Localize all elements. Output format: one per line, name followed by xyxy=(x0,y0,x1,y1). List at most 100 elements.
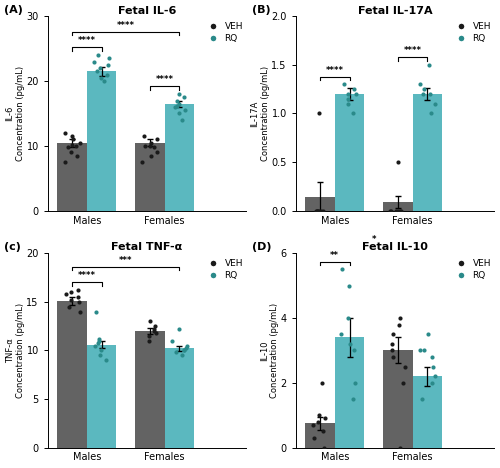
Text: (D): (D) xyxy=(252,241,272,252)
Point xyxy=(67,149,75,156)
Point xyxy=(145,337,153,344)
Point xyxy=(314,207,322,214)
Bar xyxy=(334,337,364,447)
Point xyxy=(317,207,325,214)
Point xyxy=(98,347,106,354)
Text: ****: **** xyxy=(116,21,134,30)
Point xyxy=(76,298,84,306)
Point xyxy=(180,347,188,354)
Bar xyxy=(383,351,412,447)
Point xyxy=(61,129,69,137)
Point xyxy=(350,86,358,93)
Text: ****: **** xyxy=(78,271,96,280)
Point xyxy=(387,207,395,214)
Bar xyxy=(383,202,412,211)
Point xyxy=(172,349,179,356)
Point xyxy=(386,207,394,214)
Point xyxy=(418,395,426,403)
Point xyxy=(345,282,353,289)
Point xyxy=(350,395,358,403)
Text: ****: **** xyxy=(404,46,421,55)
Point xyxy=(392,207,400,214)
Point xyxy=(314,411,322,419)
Legend: VEH, RQ: VEH, RQ xyxy=(203,21,244,44)
Point xyxy=(72,142,80,150)
Point xyxy=(416,80,424,88)
Point xyxy=(312,207,320,214)
Point xyxy=(178,116,186,124)
Point xyxy=(344,314,352,322)
Text: (c): (c) xyxy=(4,241,21,252)
Point xyxy=(388,340,396,348)
Point xyxy=(104,55,112,62)
Point xyxy=(390,353,398,361)
Point xyxy=(94,339,102,346)
Point xyxy=(420,86,428,93)
Point xyxy=(428,379,436,387)
Point xyxy=(318,379,326,387)
Point xyxy=(426,90,434,98)
Point xyxy=(313,207,321,214)
Point xyxy=(419,90,427,98)
Point xyxy=(321,415,329,422)
Point xyxy=(175,110,183,117)
Point xyxy=(344,95,352,102)
Point xyxy=(92,342,100,349)
Bar xyxy=(164,104,194,211)
Point xyxy=(150,327,158,335)
Bar xyxy=(57,301,86,447)
Bar xyxy=(305,423,334,447)
Bar xyxy=(86,344,117,447)
Point xyxy=(416,347,424,354)
Point xyxy=(424,330,432,338)
Point xyxy=(174,97,182,104)
Point xyxy=(150,322,158,330)
Title: Fetal IL-6: Fetal IL-6 xyxy=(118,6,176,15)
Point xyxy=(176,100,184,108)
Point xyxy=(315,110,323,117)
Point xyxy=(344,100,352,108)
Text: *: * xyxy=(372,235,376,244)
Point xyxy=(401,363,409,370)
Bar xyxy=(135,143,164,211)
Point xyxy=(68,132,76,140)
Point xyxy=(68,288,76,296)
Point xyxy=(96,351,104,359)
Point xyxy=(350,347,358,354)
Point xyxy=(390,330,398,338)
Point xyxy=(102,71,110,78)
Point xyxy=(431,100,439,108)
Point xyxy=(150,325,158,333)
Text: ****: **** xyxy=(78,37,96,45)
Point xyxy=(104,61,112,69)
Point xyxy=(95,337,103,344)
Point xyxy=(94,51,102,59)
Point xyxy=(74,286,82,294)
Point xyxy=(309,421,317,429)
Point xyxy=(349,110,357,117)
Point xyxy=(426,110,434,117)
Point xyxy=(310,434,318,442)
Point xyxy=(90,58,98,66)
Text: **: ** xyxy=(330,251,339,260)
Point xyxy=(394,207,402,214)
Point xyxy=(68,141,76,148)
Point xyxy=(178,351,186,359)
Point xyxy=(388,347,396,354)
Point xyxy=(96,74,104,81)
Bar xyxy=(135,331,164,447)
Point xyxy=(92,308,100,315)
Point xyxy=(425,61,433,69)
Point xyxy=(142,142,150,150)
Point xyxy=(181,107,189,114)
Point xyxy=(400,379,407,387)
Point xyxy=(152,136,160,143)
Text: ***: *** xyxy=(119,256,132,265)
Point xyxy=(76,308,84,315)
Text: (A): (A) xyxy=(4,5,23,15)
Text: ****: **** xyxy=(156,75,174,84)
Point xyxy=(148,152,156,159)
Point xyxy=(76,139,84,146)
Point xyxy=(338,266,346,273)
Point xyxy=(314,418,322,425)
